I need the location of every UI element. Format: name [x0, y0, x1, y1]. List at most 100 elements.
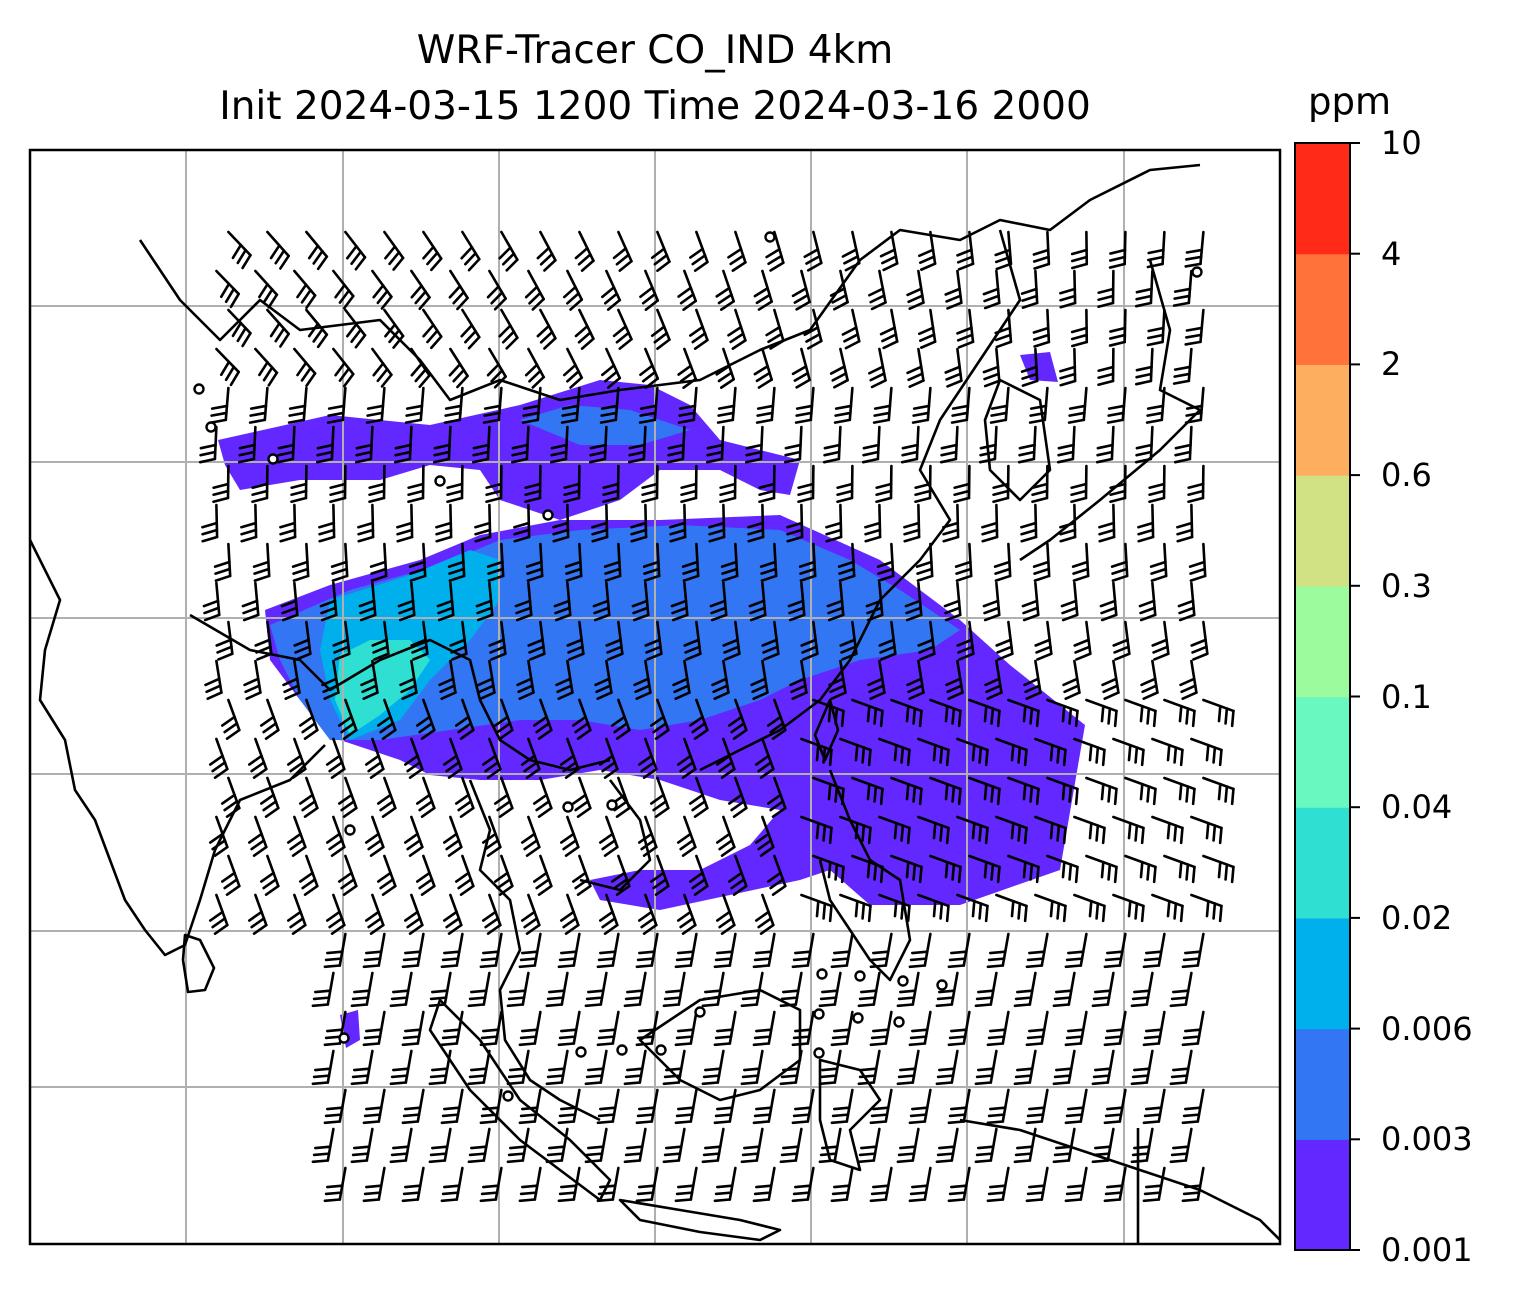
wind-barb-flag: [321, 677, 338, 687]
wind-barb-flag: [431, 989, 449, 994]
wind-barb-flag: [677, 364, 693, 376]
wind-barb-flag: [612, 247, 628, 260]
wind-barb-staff: [837, 425, 842, 461]
wind-barb-flag: [879, 709, 884, 728]
wind-barb-flag: [1059, 301, 1077, 309]
wind-barb-flag: [1107, 411, 1125, 417]
wind-barb-flag: [452, 290, 466, 305]
wind-barb-flag: [1109, 326, 1127, 333]
wind-barb-staff: [1106, 1127, 1115, 1162]
wind-barb-flag: [900, 902, 905, 920]
wind-barb-flag: [1016, 1145, 1034, 1150]
wind-barb-flag: [484, 917, 500, 929]
wind-barb-staff: [455, 1166, 464, 1201]
wind-barb-flag: [447, 560, 465, 568]
wind-barb-flag: [283, 684, 300, 694]
wind-barb-flag: [440, 1198, 459, 1203]
wind-barb-flag: [947, 964, 966, 969]
wind-barb-flag: [584, 1081, 603, 1086]
wind-barb-staff: [839, 347, 849, 382]
wind-barb-staff: [1163, 542, 1168, 578]
wind-barb-flag: [1020, 528, 1038, 536]
wind-barb-flag: [649, 793, 665, 805]
wind-barb-staff: [794, 971, 803, 1006]
wind-barb-staff: [305, 542, 310, 578]
wind-barb-flag: [710, 606, 727, 615]
wind-barb-flag: [549, 457, 568, 464]
wind-barb-staff: [1034, 347, 1039, 383]
wind-barb-flag: [769, 261, 785, 272]
wind-barb-flag: [644, 377, 660, 389]
wind-barb-flag: [412, 652, 429, 661]
wind-barb-flag: [956, 255, 974, 264]
wind-barb-flag: [879, 787, 884, 806]
wind-barb-flag: [864, 528, 882, 536]
wind-barb-flag: [1094, 989, 1112, 994]
wind-barb-flag: [243, 677, 260, 687]
wind-barb-flag: [431, 1067, 449, 1072]
wind-barb-flag: [681, 845, 697, 857]
wind-barb-flag: [557, 691, 574, 701]
wind-barb-staff: [572, 932, 581, 967]
wind-barb-staff: [734, 230, 747, 264]
wind-barb-flag: [448, 362, 462, 377]
wind-barb-flag: [225, 806, 241, 818]
wind-barb-flag: [493, 297, 507, 311]
wind-barb-flag: [562, 917, 578, 929]
wind-barb-flag: [693, 260, 709, 272]
wind-barb-flag: [639, 404, 658, 410]
wind-barb-flag: [483, 404, 502, 410]
wind-barb-staff: [773, 698, 787, 732]
wind-barb-flag: [1173, 457, 1192, 464]
wind-barb-flag: [224, 365, 236, 382]
wind-barb-flag: [376, 715, 392, 727]
wind-barb-flag: [1106, 1184, 1124, 1189]
wind-barb-flag: [1053, 996, 1072, 1001]
wind-barb-flag: [1179, 748, 1184, 767]
wind-barb-staff: [305, 698, 319, 732]
wind-barb-flag: [1145, 1028, 1163, 1033]
wind-barb-flag: [554, 606, 571, 615]
wind-barb-flag: [909, 1035, 928, 1040]
wind-barb-flag: [956, 248, 973, 257]
wind-barb-flag: [259, 793, 275, 805]
wind-barb-flag: [833, 1106, 851, 1111]
wind-barb-staff: [332, 347, 355, 376]
wind-barb-flag: [638, 950, 656, 955]
wind-barb-flag: [231, 243, 243, 260]
wind-barb-flag: [623, 1159, 642, 1164]
wind-barb-staff: [695, 542, 700, 578]
wind-barb-flag: [393, 457, 412, 464]
wind-barb-flag: [903, 528, 921, 536]
wind-barb-staff: [1046, 620, 1053, 656]
wind-barb-staff: [800, 893, 833, 908]
wind-barb-staff: [371, 581, 377, 617]
wind-barb-flag: [873, 707, 878, 725]
wind-barb-flag: [543, 258, 557, 272]
wind-barb-staff: [605, 269, 622, 302]
wind-barb-staff: [689, 932, 698, 967]
wind-barb-flag: [459, 884, 475, 896]
wind-barb-flag: [870, 957, 889, 962]
wind-barb-flag: [862, 450, 880, 457]
wind-barb-staff: [344, 308, 367, 337]
wind-barb-staff: [1184, 1127, 1193, 1162]
wind-barb-staff: [1106, 971, 1115, 1006]
wind-barb-flag: [918, 709, 923, 728]
wind-barb-flag: [259, 871, 275, 883]
wind-barb-flag: [854, 899, 859, 918]
wind-barb-flag: [403, 910, 419, 922]
wind-barb-flag: [346, 322, 358, 338]
wind-barb-staff: [305, 620, 312, 656]
wind-barb-staff: [365, 1127, 374, 1162]
wind-barb-staff: [1118, 1166, 1127, 1201]
wind-barb-flag: [613, 722, 629, 734]
wind-barb-flag: [912, 707, 917, 725]
wind-barb-flag: [757, 839, 773, 851]
wind-barb-flag: [674, 964, 693, 969]
wind-barb-flag: [987, 1113, 1006, 1118]
wind-barb-flag: [294, 645, 311, 654]
wind-barb-staff: [761, 581, 767, 617]
wind-barb-staff: [1028, 971, 1037, 1006]
wind-barb-staff: [578, 230, 595, 263]
